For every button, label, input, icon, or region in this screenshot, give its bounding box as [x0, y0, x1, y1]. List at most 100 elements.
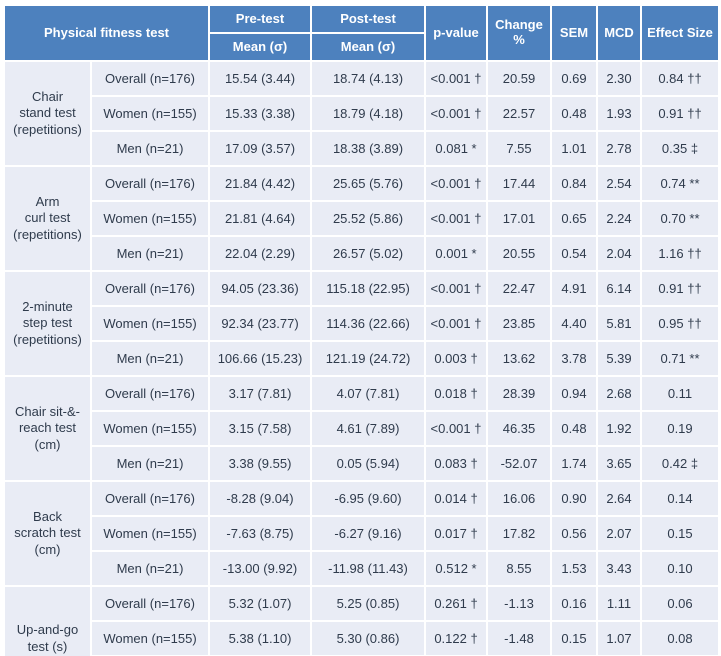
change-percent-cell: 20.55 [486, 235, 552, 272]
subgroup-cell: Overall (n=176) [90, 270, 210, 307]
subgroup-cell: Men (n=21) [90, 235, 210, 272]
change-percent-cell: 23.85 [486, 305, 552, 342]
header-change-percent: Change % [486, 4, 552, 62]
header-physical-fitness-test: Physical fitness test [3, 4, 210, 62]
test-name-cell: Back scratch test (cm) [3, 480, 92, 587]
pre-test-mean-cell: 3.15 (7.58) [208, 410, 312, 447]
pre-test-mean-cell: 5.32 (1.07) [208, 585, 312, 622]
mcd-cell: 2.30 [596, 60, 642, 97]
subgroup-cell: Men (n=21) [90, 445, 210, 482]
table-row: Women (n=155) -7.63 (8.75) -6.27 (9.16) 0.0… [4, 515, 720, 552]
subgroup-cell: Women (n=155) [90, 410, 210, 447]
change-percent-cell: 20.59 [486, 60, 552, 97]
change-percent-cell: 17.82 [486, 515, 552, 552]
sem-cell: 0.69 [550, 60, 598, 97]
change-percent-cell: 8.55 [486, 550, 552, 587]
pre-test-mean-cell: 3.38 (9.55) [208, 445, 312, 482]
effect-size-cell: 0.11 [640, 375, 720, 412]
header-row-2: Mean (σ) Mean (σ) [4, 32, 719, 62]
post-test-mean-cell: -6.95 (9.60) [310, 480, 426, 517]
p-value-cell: 0.122 † [424, 620, 488, 656]
post-test-mean-cell: 18.79 (4.18) [310, 95, 426, 132]
mcd-cell: 6.14 [596, 270, 642, 307]
sem-cell: 0.56 [550, 515, 598, 552]
table-row: Women (n=155) 92.34 (23.77) 114.36 (22.66)… [4, 305, 720, 342]
effect-size-cell: 0.06 [640, 585, 720, 622]
post-test-mean-cell: 4.61 (7.89) [310, 410, 426, 447]
header-post-test: Post-test [310, 4, 426, 34]
change-percent-cell: -52.07 [486, 445, 552, 482]
sem-cell: 4.91 [550, 270, 598, 307]
p-value-cell: <0.001 † [424, 305, 488, 342]
change-percent-cell: 22.57 [486, 95, 552, 132]
effect-size-cell: 0.84 †† [640, 60, 720, 97]
post-test-mean-cell: 0.05 (5.94) [310, 445, 426, 482]
table-row: Chair stand test (repetitions) Overall (n… [3, 60, 720, 167]
p-value-cell: <0.001 † [424, 165, 488, 202]
physical-fitness-table: Physical fitness test Pre-test Post-test… [3, 4, 720, 656]
test-name-cell: Chair stand test (repetitions) [3, 60, 92, 167]
sem-cell: 0.54 [550, 235, 598, 272]
table-row: Up-and-go test (s) Overall (n=176) 5.32 (1… [3, 585, 720, 656]
post-test-mean-cell: -6.27 (9.16) [310, 515, 426, 552]
subgroup-cell: Women (n=155) [90, 305, 210, 342]
test-name-cell: Up-and-go test (s) [3, 585, 92, 656]
header-effect-size: Effect Size [640, 4, 720, 62]
pre-test-mean-cell: 17.09 (3.57) [208, 130, 312, 167]
test-name-cell: Arm curl test (repetitions) [3, 165, 92, 272]
post-test-mean-cell: 25.65 (5.76) [310, 165, 426, 202]
mcd-cell: 2.07 [596, 515, 642, 552]
effect-size-cell: 0.08 [640, 620, 720, 656]
pre-test-mean-cell: 106.66 (15.23) [208, 340, 312, 377]
sem-cell: 0.65 [550, 200, 598, 237]
p-value-cell: 0.261 † [424, 585, 488, 622]
post-test-mean-cell: 25.52 (5.86) [310, 200, 426, 237]
p-value-cell: 0.018 † [424, 375, 488, 412]
subgroup-cell: Women (n=155) [90, 95, 210, 132]
sem-cell: 1.74 [550, 445, 598, 482]
header-row-1: Physical fitness test Pre-test Post-test… [3, 4, 720, 62]
test-name-cell: Chair sit-&- reach test (cm) [3, 375, 92, 482]
p-value-cell: <0.001 † [424, 95, 488, 132]
subgroup-cell: Women (n=155) [90, 515, 210, 552]
effect-size-cell: 0.70 ** [640, 200, 720, 237]
subgroup-cell: Men (n=21) [90, 340, 210, 377]
change-percent-cell: 46.35 [486, 410, 552, 447]
mcd-cell: 2.78 [596, 130, 642, 167]
header-pre-test: Pre-test [208, 4, 312, 34]
change-percent-cell: 13.62 [486, 340, 552, 377]
sem-cell: 0.90 [550, 480, 598, 517]
table-row: Men (n=21) 17.09 (3.57) 18.38 (3.89) 0.081 … [4, 130, 720, 167]
table-row: Chair sit-&- reach test (cm) Overall (n=1… [3, 375, 720, 482]
pre-test-mean-cell: 5.38 (1.10) [208, 620, 312, 656]
sem-cell: 0.48 [550, 410, 598, 447]
p-value-cell: 0.003 † [424, 340, 488, 377]
pre-test-mean-cell: -8.28 (9.04) [208, 480, 312, 517]
subgroup-cell: Overall (n=176) [90, 585, 210, 622]
header-pre-mean-sigma: Mean (σ) [208, 32, 312, 62]
subgroup-cell: Overall (n=176) [90, 165, 210, 202]
pre-test-mean-cell: 15.54 (3.44) [208, 60, 312, 97]
post-test-mean-cell: 5.30 (0.86) [310, 620, 426, 656]
subgroup-cell: Overall (n=176) [90, 480, 210, 517]
mcd-cell: 2.54 [596, 165, 642, 202]
post-test-mean-cell: -11.98 (11.43) [310, 550, 426, 587]
effect-size-cell: 0.19 [640, 410, 720, 447]
table-row: Men (n=21) 3.38 (9.55) 0.05 (5.94) 0.083 † -… [4, 445, 720, 482]
sem-cell: 0.15 [550, 620, 598, 656]
effect-size-cell: 0.71 ** [640, 340, 720, 377]
post-test-mean-cell: 26.57 (5.02) [310, 235, 426, 272]
p-value-cell: 0.083 † [424, 445, 488, 482]
mcd-cell: 2.68 [596, 375, 642, 412]
header-post-mean-sigma: Mean (σ) [310, 32, 426, 62]
header-p-value: p-value [424, 4, 488, 62]
pre-test-mean-cell: 15.33 (3.38) [208, 95, 312, 132]
p-value-cell: 0.512 * [424, 550, 488, 587]
p-value-cell: 0.001 * [424, 235, 488, 272]
table-row: Men (n=21) 22.04 (2.29) 26.57 (5.02) 0.001 … [4, 235, 720, 272]
sem-cell: 0.84 [550, 165, 598, 202]
effect-size-cell: 0.91 †† [640, 95, 720, 132]
subgroup-cell: Women (n=155) [90, 200, 210, 237]
subgroup-cell: Women (n=155) [90, 620, 210, 656]
effect-size-cell: 0.95 †† [640, 305, 720, 342]
